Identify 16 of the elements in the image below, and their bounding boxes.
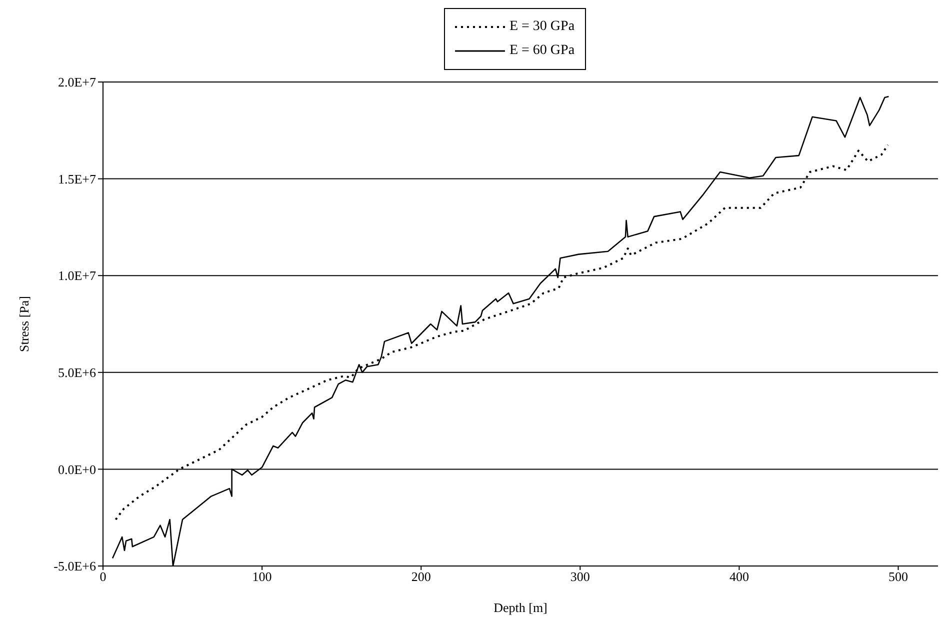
x-tick-label: 300 <box>570 569 590 584</box>
x-axis-title: Depth [m] <box>494 600 548 615</box>
y-tick-label: 2.0E+7 <box>58 74 96 90</box>
y-tick-label: 5.0E+6 <box>58 365 96 380</box>
y-tick-label: 1.0E+7 <box>58 268 96 284</box>
y-tick-label: -5.0E+6 <box>54 558 96 574</box>
legend-label: E = 30 GPa <box>509 19 575 35</box>
legend-label: E = 60 GPa <box>509 43 575 59</box>
x-tick-label: 400 <box>729 569 749 584</box>
x-tick-label: 500 <box>888 569 908 584</box>
y-axis-title: Stress [Pa] <box>16 296 32 352</box>
y-tick-label: 0.0E+0 <box>58 462 96 477</box>
x-tick-label: 0 <box>100 569 106 584</box>
y-tick-label: 1.5E+7 <box>58 171 96 186</box>
x-tick-label: 100 <box>252 569 272 584</box>
x-tick-label: 200 <box>411 569 431 584</box>
